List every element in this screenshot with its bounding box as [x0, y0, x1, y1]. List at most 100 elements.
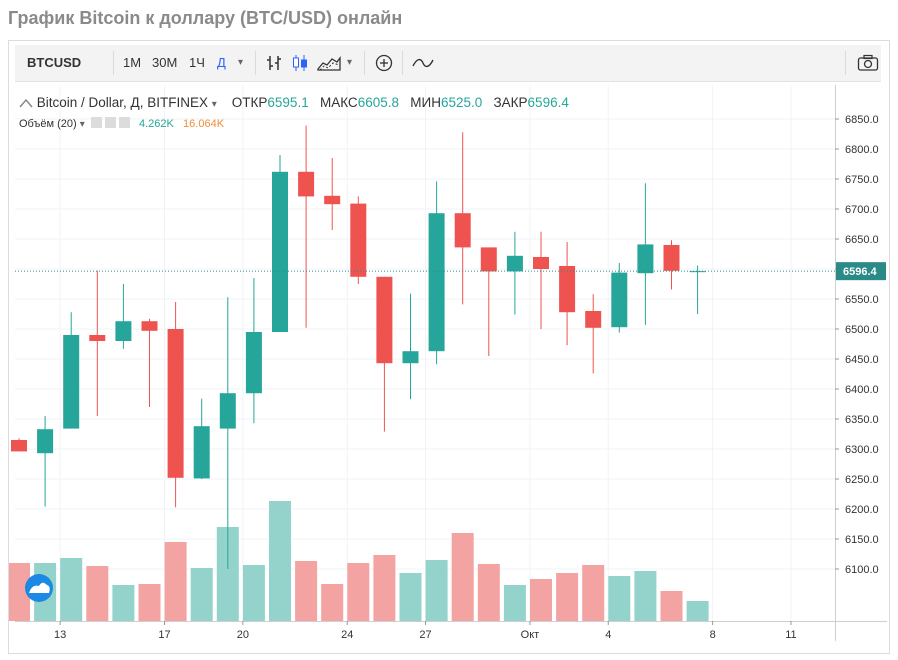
- candle-body[interactable]: [689, 271, 706, 273]
- candle-body[interactable]: [402, 351, 419, 364]
- interval-dropdown-icon[interactable]: ▾: [238, 57, 244, 68]
- candle-body[interactable]: [350, 203, 367, 277]
- volume-value-1: 4.262K: [139, 118, 174, 130]
- candle-body[interactable]: [376, 276, 393, 364]
- open-value: 6595.1: [267, 95, 309, 110]
- eye-icon[interactable]: [90, 117, 102, 128]
- series-dropdown-icon[interactable]: ▾: [211, 99, 217, 110]
- y-tick-label: 6400.0: [845, 384, 879, 396]
- candle-body[interactable]: [428, 213, 445, 352]
- volume-bar: [269, 501, 291, 621]
- candle-body[interactable]: [63, 335, 80, 429]
- candle-body[interactable]: [663, 245, 680, 271]
- candle-body[interactable]: [298, 171, 315, 197]
- candle-body[interactable]: [89, 335, 106, 341]
- volume-bar: [686, 601, 709, 621]
- y-tick-label: 6550.0: [845, 294, 879, 306]
- candles-style-icon[interactable]: [291, 54, 309, 72]
- volume-bar: [477, 564, 500, 621]
- toolbar-divider: [845, 51, 846, 75]
- volume-bar: [425, 560, 448, 621]
- y-tick-label: 6700.0: [845, 204, 879, 216]
- volume-bar: [216, 527, 239, 621]
- candle-body[interactable]: [11, 440, 27, 452]
- close-label: ЗАКР: [493, 95, 528, 110]
- candle-body[interactable]: [585, 311, 602, 328]
- candle-body[interactable]: [167, 329, 184, 478]
- low-label: МИН: [410, 95, 441, 110]
- bar-style-icon[interactable]: [265, 54, 283, 72]
- x-tick-label: 13: [54, 629, 66, 641]
- interval-d-button[interactable]: Д: [217, 55, 226, 70]
- candle-body[interactable]: [637, 244, 654, 274]
- volume-bar: [582, 565, 605, 621]
- candle-body[interactable]: [272, 171, 288, 332]
- toolbar-divider: [364, 51, 365, 75]
- symbol-search-button[interactable]: BTCUSD: [27, 55, 82, 70]
- chart-toolbar: BTCUSD 1М 30М 1Ч Д ▾ ▾: [15, 45, 881, 82]
- y-tick-label: 6300.0: [845, 444, 879, 456]
- y-tick-label: 6750.0: [845, 174, 879, 186]
- chart-widget: 13 17 20 24 27 Окт 4 8 11 6100.0 6150.0 6200.0 6250.…: [8, 40, 890, 654]
- volume-bar: [373, 555, 396, 621]
- y-tick-label: 6200.0: [845, 504, 879, 516]
- x-tick-label: 24: [341, 629, 353, 641]
- remove-icon[interactable]: [118, 117, 130, 128]
- indicators-icon[interactable]: [412, 54, 434, 72]
- main-series-legend: Bitcoin / Dollar, Д, BITFINEX ▾ ОТКР6595…: [19, 95, 569, 110]
- settings-icon[interactable]: [104, 117, 116, 128]
- candle-body[interactable]: [559, 266, 576, 313]
- candle-body[interactable]: [115, 321, 132, 341]
- x-tick-label: 20: [237, 629, 249, 641]
- x-tick-label: 4: [605, 629, 611, 641]
- chart-style-dropdown-icon[interactable]: ▾: [347, 57, 353, 68]
- chart-canvas[interactable]: 13 17 20 24 27 Окт 4 8 11 6100.0 6150.0 6200.0 6250.…: [9, 41, 889, 653]
- x-tick-label: 11: [785, 629, 796, 641]
- interval-30m-button[interactable]: 30М: [152, 55, 178, 70]
- volume-bar: [164, 542, 187, 621]
- camera-icon[interactable]: [857, 54, 879, 72]
- candle-body[interactable]: [219, 393, 236, 429]
- x-tick-label: 8: [710, 629, 716, 641]
- volume-title[interactable]: Объём (20): [19, 118, 77, 130]
- volume-bar: [530, 579, 552, 621]
- volume-bar: [634, 571, 657, 621]
- y-tick-label: 6350.0: [845, 414, 879, 426]
- close-value: 6596.4: [527, 95, 569, 110]
- y-tick-label: 6450.0: [845, 354, 879, 366]
- y-tick-label: 6650.0: [845, 234, 879, 246]
- x-tick-label: Окт: [521, 629, 540, 641]
- candle-body[interactable]: [245, 332, 262, 394]
- y-tick-label: 6850.0: [845, 114, 879, 126]
- candle-body[interactable]: [193, 426, 210, 479]
- y-tick-label: 6500.0: [845, 324, 879, 336]
- collapse-arrow-icon[interactable]: [19, 98, 33, 108]
- candle-body[interactable]: [324, 195, 341, 205]
- candle-body[interactable]: [506, 255, 523, 272]
- candle-body[interactable]: [37, 429, 54, 454]
- y-tick-label: 6800.0: [845, 144, 879, 156]
- candle-body[interactable]: [141, 321, 158, 331]
- candle-body[interactable]: [480, 247, 497, 272]
- volume-bar: [9, 563, 30, 621]
- last-price-label: 6596.4: [843, 266, 878, 278]
- candle-body[interactable]: [533, 257, 549, 269]
- candle-body[interactable]: [611, 272, 628, 328]
- volume-bar: [399, 573, 422, 621]
- interval-1h-button[interactable]: 1Ч: [189, 55, 205, 70]
- volume-legend: Объём (20) ▾ 4.262K 16.064K: [19, 117, 224, 130]
- y-tick-label: 6250.0: [845, 474, 879, 486]
- series-title[interactable]: Bitcoin / Dollar, Д, BITFINEX: [36, 95, 208, 110]
- volume-dropdown-icon[interactable]: ▾: [79, 119, 85, 130]
- compare-add-icon[interactable]: [375, 54, 393, 72]
- volume-bar: [660, 591, 683, 621]
- volume-bar: [321, 584, 344, 621]
- high-label: МАКС: [319, 95, 358, 110]
- interval-1m-button[interactable]: 1М: [123, 55, 142, 70]
- last-price-tag: [836, 262, 886, 281]
- toolbar-divider: [113, 51, 114, 75]
- volume-bar: [347, 563, 370, 621]
- candle-body[interactable]: [454, 213, 471, 248]
- area-style-icon[interactable]: [317, 54, 341, 72]
- toolbar-divider: [402, 51, 403, 75]
